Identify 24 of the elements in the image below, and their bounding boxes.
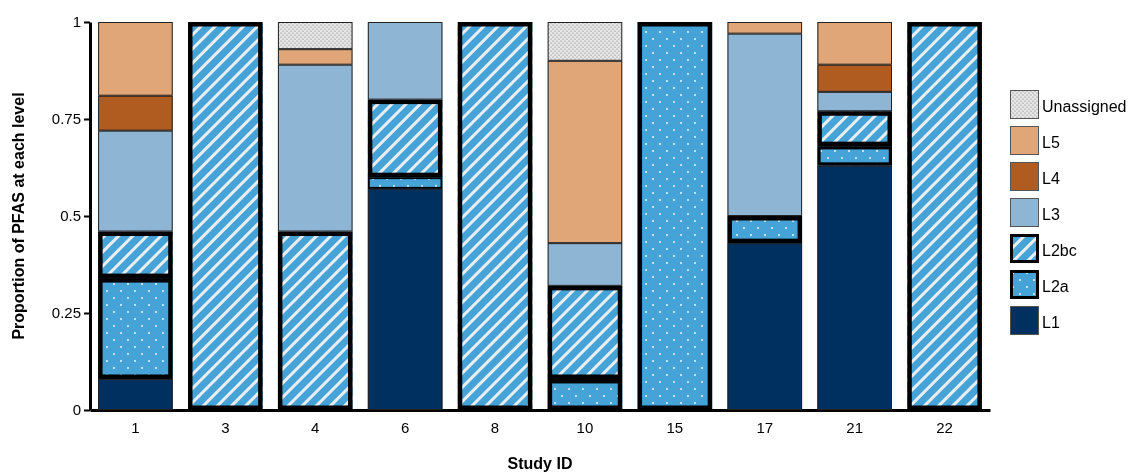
x-axis-title: Study ID xyxy=(507,455,573,472)
x-tick-label: 4 xyxy=(311,418,320,436)
legend-label: L2bc xyxy=(1042,242,1077,259)
legend-label: L5 xyxy=(1042,134,1060,151)
legend-label: L1 xyxy=(1042,314,1060,331)
x-tick-label: 15 xyxy=(666,418,684,436)
x-tick-label: 8 xyxy=(490,418,500,436)
legend-label: Unassigned xyxy=(1042,98,1127,115)
y-tick-label: 0.75 xyxy=(51,110,81,128)
x-tick-label: 3 xyxy=(221,418,230,436)
x-tick-label: 17 xyxy=(756,418,774,436)
y-tick-label: 1 xyxy=(72,13,81,31)
x-tick-label: 6 xyxy=(400,418,410,436)
y-tick-label: 0.25 xyxy=(51,304,81,322)
y-tick-label: 0 xyxy=(72,401,81,419)
legend-label: L4 xyxy=(1042,170,1060,187)
x-tick-label: 21 xyxy=(846,418,864,436)
x-tick-label: 22 xyxy=(936,418,953,436)
x-tick-label: 10 xyxy=(576,418,594,436)
x-tick-label: 1 xyxy=(131,418,140,436)
legend-label: L3 xyxy=(1042,206,1060,223)
legend-label: L2a xyxy=(1042,278,1069,295)
y-axis-title: Proportion of PFAS at each level xyxy=(10,92,27,340)
y-tick-label: 0.5 xyxy=(60,207,81,225)
